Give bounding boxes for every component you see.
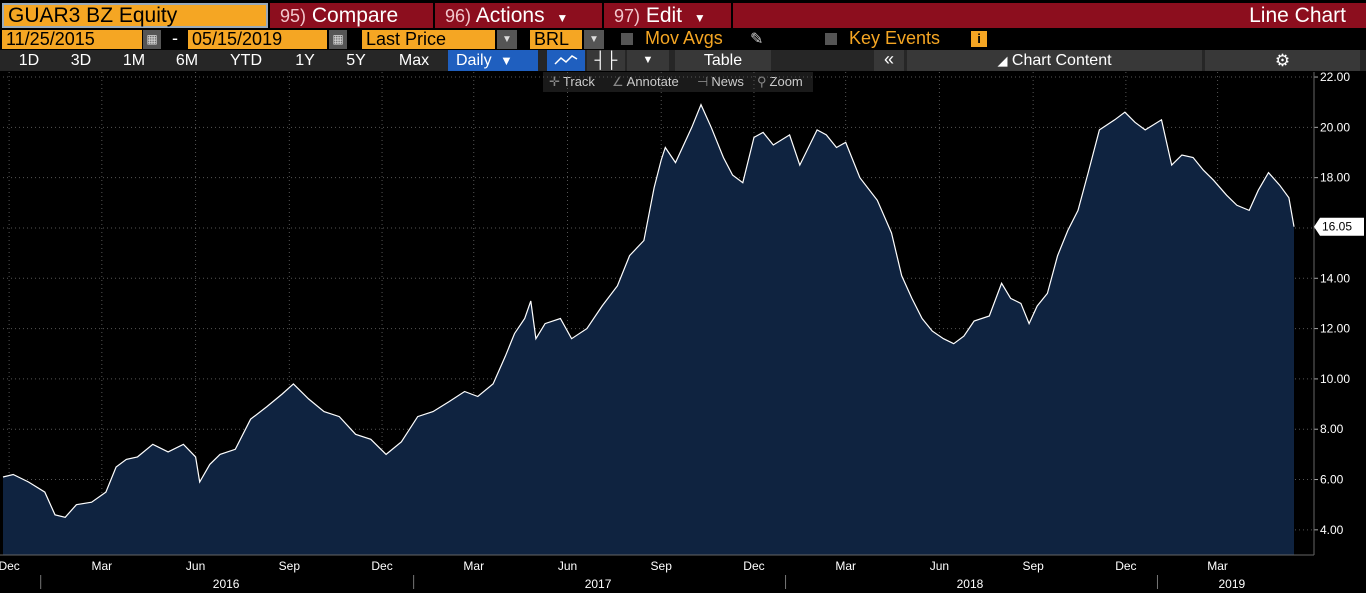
gear-icon[interactable]: ⚙ bbox=[1205, 50, 1360, 71]
period-max-button[interactable]: Max bbox=[398, 52, 430, 69]
zoom-label: Zoom bbox=[769, 74, 803, 89]
period-1y-button[interactable]: 1Y bbox=[295, 52, 315, 69]
key-events-checkbox[interactable] bbox=[825, 33, 837, 45]
chevron-down-icon: ▼ bbox=[500, 53, 513, 68]
currency-select[interactable]: BRL bbox=[530, 30, 582, 49]
x-month-label: Sep bbox=[279, 559, 301, 573]
chevron-down-icon: ▼ bbox=[556, 11, 569, 25]
x-month-label: Mar bbox=[463, 559, 484, 573]
y-tick-label: 22.00 bbox=[1320, 72, 1350, 84]
ohlc-chart-icon[interactable]: ┤├ bbox=[587, 50, 625, 71]
x-month-label: Sep bbox=[651, 559, 673, 573]
chart-type-dropdown[interactable]: ▼ bbox=[627, 50, 669, 71]
x-month-label: Jun bbox=[186, 559, 205, 573]
annotate-icon: ∠ bbox=[612, 74, 624, 89]
x-month-label: Sep bbox=[1022, 559, 1044, 573]
compare-button[interactable]: 95) Compare bbox=[270, 3, 433, 28]
x-month-label: Dec bbox=[1115, 559, 1136, 573]
chart-content-label: Chart Content bbox=[1011, 52, 1112, 69]
news-tool[interactable]: ⊣ News bbox=[697, 72, 744, 92]
frequency-label: Daily bbox=[456, 52, 492, 69]
chart-content-icon: ◢ bbox=[997, 53, 1008, 68]
news-label: News bbox=[711, 74, 744, 89]
x-month-label: Mar bbox=[835, 559, 856, 573]
calendar-icon[interactable]: ▦ bbox=[143, 30, 161, 49]
x-month-label: Jun bbox=[558, 559, 577, 573]
y-tick-label: 14.00 bbox=[1320, 271, 1350, 285]
x-month-label: Mar bbox=[92, 559, 113, 573]
x-month-label: Dec bbox=[743, 559, 764, 573]
annotate-label: Annotate bbox=[626, 74, 679, 89]
table-button[interactable]: Table bbox=[675, 50, 771, 71]
chart-tools-bar bbox=[543, 72, 813, 92]
x-month-label: Dec bbox=[0, 559, 20, 573]
chart-type-title: Line Chart bbox=[733, 3, 1366, 28]
line-chart-icon[interactable] bbox=[547, 50, 585, 71]
last-value-badge bbox=[1314, 217, 1364, 236]
actions-num: 96) bbox=[445, 6, 472, 26]
chevron-down-icon: ▼ bbox=[693, 11, 706, 25]
x-year-label: 2018 bbox=[957, 577, 984, 591]
period-5y-button[interactable]: 5Y bbox=[346, 52, 366, 69]
key-events-label: Key Events bbox=[849, 28, 941, 48]
price-line bbox=[2, 103, 1295, 518]
chevron-down-icon[interactable]: ▼ bbox=[584, 30, 604, 49]
price-field-select[interactable]: Last Price bbox=[362, 30, 495, 49]
x-month-label: Mar bbox=[1207, 559, 1228, 573]
mov-avgs-checkbox[interactable] bbox=[621, 33, 633, 45]
period-6m-button[interactable]: 6M bbox=[175, 52, 199, 69]
magnifier-icon: ⚲ bbox=[757, 74, 767, 89]
x-year-label: 2016 bbox=[213, 577, 240, 591]
price-chart[interactable]: 4.006.008.0010.0012.0014.0016.0018.0020.… bbox=[0, 72, 1366, 593]
chevron-down-icon[interactable]: ▼ bbox=[497, 30, 517, 49]
y-axis: 4.006.008.0010.0012.0014.0016.0018.0020.… bbox=[1313, 72, 1350, 555]
info-icon[interactable]: i bbox=[971, 31, 987, 47]
x-axis: Dec Mar Jun Sep Dec Mar Jun Sep Dec Mar Jun Sep Dec M… bbox=[0, 554, 1314, 591]
x-year-label: 2017 bbox=[585, 577, 612, 591]
end-date-field[interactable]: 05/15/2019 bbox=[188, 30, 327, 49]
compare-num: 95) bbox=[280, 6, 307, 26]
crosshair-icon: ✛ bbox=[549, 74, 560, 89]
edit-label: Edit bbox=[645, 4, 683, 27]
last-value-text: 16.05 bbox=[1322, 220, 1352, 234]
news-icon: ⊣ bbox=[697, 74, 709, 89]
actions-label: Actions bbox=[475, 4, 545, 27]
x-month-label: Dec bbox=[371, 559, 392, 573]
last-value-label: 16.05 bbox=[1314, 217, 1364, 236]
edit-button[interactable]: 97) Edit ▼ bbox=[604, 3, 731, 28]
collapse-icon[interactable]: « bbox=[874, 50, 904, 71]
zoom-tool[interactable]: ⚲ Zoom bbox=[757, 72, 803, 92]
y-tick-label: 18.00 bbox=[1320, 171, 1350, 185]
actions-button[interactable]: 96) Actions ▼ bbox=[435, 3, 602, 28]
y-tick-label: 20.00 bbox=[1320, 120, 1350, 134]
chevron-down-icon: ▼ bbox=[642, 54, 654, 66]
y-tick-label: 4.00 bbox=[1320, 523, 1344, 537]
calendar-icon[interactable]: ▦ bbox=[329, 30, 347, 49]
period-ytd-button[interactable]: YTD bbox=[230, 52, 262, 69]
period-3d-button[interactable]: 3D bbox=[70, 52, 92, 69]
compare-label: Compare bbox=[311, 4, 399, 27]
edit-num: 97) bbox=[614, 6, 641, 26]
date-range-dash: - bbox=[172, 28, 178, 48]
annotate-tool[interactable]: ∠ Annotate bbox=[612, 72, 679, 92]
frequency-select[interactable]: Daily ▼ bbox=[448, 50, 538, 71]
x-month-label: Jun bbox=[930, 559, 949, 573]
start-date-field[interactable]: 11/25/2015 bbox=[2, 30, 142, 49]
x-year-label: 2019 bbox=[1218, 577, 1245, 591]
track-label: Track bbox=[562, 74, 595, 89]
mov-avgs-label: Mov Avgs bbox=[645, 28, 723, 48]
chart-content-button[interactable]: ◢ Chart Content bbox=[907, 50, 1202, 71]
track-tool[interactable]: ✛ Track bbox=[549, 72, 595, 92]
price-area-fill bbox=[3, 104, 1294, 555]
ticker-field[interactable]: GUAR3 BZ Equity bbox=[2, 3, 268, 28]
period-1m-button[interactable]: 1M bbox=[122, 52, 146, 69]
pencil-icon[interactable]: ✎ bbox=[750, 31, 764, 48]
y-tick-label: 12.00 bbox=[1320, 322, 1350, 336]
y-tick-label: 10.00 bbox=[1320, 372, 1350, 386]
period-1d-button[interactable]: 1D bbox=[18, 52, 40, 69]
y-tick-label: 8.00 bbox=[1320, 422, 1344, 436]
y-tick-label: 6.00 bbox=[1320, 473, 1344, 487]
